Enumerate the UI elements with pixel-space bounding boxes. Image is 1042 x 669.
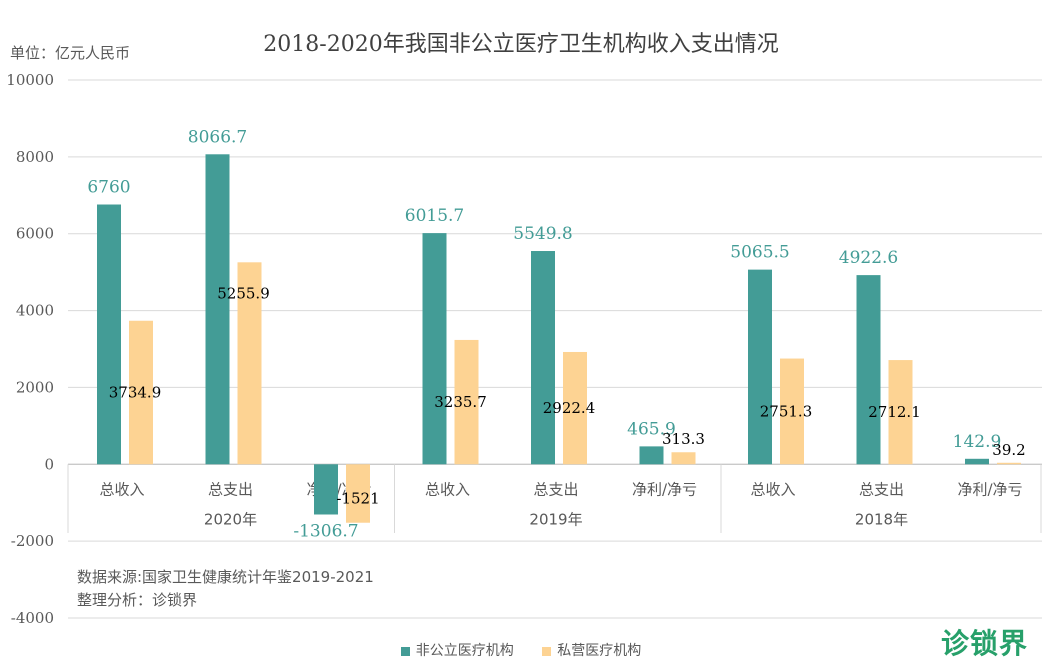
data-label-series2: 2712.1 — [868, 403, 921, 421]
category-label: 净利/净亏 — [957, 480, 1022, 498]
category-label: 总收入 — [425, 480, 470, 498]
category-label: 总支出 — [859, 480, 904, 498]
bar-series2 — [346, 464, 370, 523]
y-tick-label: -4000 — [11, 609, 54, 627]
y-tick-label: 2000 — [16, 378, 54, 396]
data-label-series1: 5549.8 — [513, 224, 572, 244]
bar-series2 — [671, 452, 696, 465]
bar-series1 — [748, 269, 772, 465]
data-label-series2: -1521 — [336, 490, 379, 508]
data-label-series2: 3235.7 — [434, 393, 487, 411]
data-label-series2: 39.2 — [992, 441, 1025, 459]
y-tick-label: 10000 — [6, 71, 54, 89]
y-axis-unit-label: 单位：亿元人民币 — [10, 44, 131, 62]
legend-item-series2: 私营医疗机构 — [542, 640, 641, 660]
bar-series2 — [237, 262, 262, 465]
group-label: 2018年 — [855, 510, 908, 528]
bar-series2 — [129, 320, 153, 465]
y-tick-label: 6000 — [16, 225, 54, 243]
data-label-series1: -1306.7 — [293, 522, 358, 542]
source-line-data: 数据来源:国家卫生健康统计年鉴2019-2021 — [77, 568, 374, 586]
category-label: 总支出 — [208, 480, 253, 498]
bar-series1 — [422, 233, 447, 465]
y-tick-label: 0 — [44, 455, 54, 473]
group-label: 2019年 — [529, 510, 582, 528]
data-label-series1: 142.9 — [953, 432, 1002, 452]
bar-series1 — [639, 446, 664, 465]
bar-series1 — [531, 251, 555, 465]
data-label-series2: 2922.4 — [543, 399, 596, 417]
data-label-series2: 2751.3 — [760, 402, 813, 420]
chart-title: 2018-2020年我国非公立医疗卫生机构收入支出情况 — [263, 32, 779, 57]
data-label-series1: 6015.7 — [405, 206, 464, 226]
data-label-series1: 8066.7 — [188, 127, 247, 147]
legend-label-series1: 非公立医疗机构 — [415, 643, 514, 659]
legend-swatch-series2 — [542, 646, 552, 656]
y-tick-label: -2000 — [11, 532, 54, 550]
legend-item-series1: 非公立医疗机构 — [400, 640, 514, 660]
data-label-series2: 5255.9 — [217, 284, 270, 302]
data-label-series2: 3734.9 — [109, 384, 162, 402]
data-label-series2: 313.3 — [662, 430, 705, 448]
category-label: 总收入 — [750, 480, 795, 498]
legend: 非公立医疗机构 私营医疗机构 — [0, 640, 1042, 660]
y-tick-label: 8000 — [16, 148, 54, 166]
bar-series2 — [780, 358, 804, 465]
bar-series1 — [965, 458, 989, 465]
data-label-series1: 6760 — [87, 178, 130, 198]
source-note: 数据来源:国家卫生健康统计年鉴2019-2021 整理分析：诊锁界 — [77, 566, 374, 612]
category-label: 总收入 — [99, 480, 144, 498]
bar-series1 — [205, 154, 230, 465]
bar-series2 — [888, 360, 913, 465]
brand-logo: 诊锁界 — [940, 627, 1028, 660]
source-line-analysis: 整理分析：诊锁界 — [77, 591, 198, 609]
data-label-series1: 465.9 — [627, 419, 676, 439]
legend-swatch-series1 — [400, 646, 410, 656]
category-label: 净利/净亏 — [632, 480, 697, 498]
group-label: 2020年 — [204, 510, 257, 528]
bar-series1 — [314, 464, 338, 515]
data-label-series1: 4922.6 — [839, 248, 898, 268]
category-label: 总支出 — [533, 480, 578, 498]
bar-series1 — [97, 204, 121, 465]
data-label-series1: 5065.5 — [730, 243, 789, 263]
bar-series2 — [997, 462, 1021, 465]
legend-label-series2: 私营医疗机构 — [557, 643, 642, 659]
y-tick-label: 4000 — [16, 302, 54, 320]
bar-series2 — [563, 351, 587, 465]
bar-series2 — [454, 339, 479, 465]
bar-series1 — [856, 275, 881, 465]
